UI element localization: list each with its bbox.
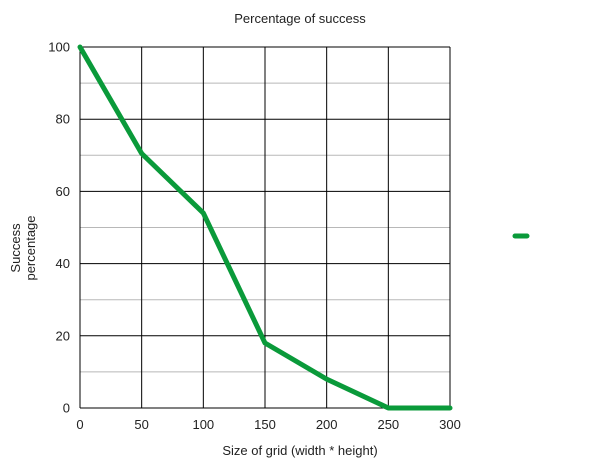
x-axis-tick-labels: 0 50 100 150 200 250 300 xyxy=(76,417,460,432)
x-tick-label: 200 xyxy=(316,417,338,432)
series-line xyxy=(77,44,453,411)
y-axis-label-line-1: Success xyxy=(8,223,23,273)
x-tick-label: 100 xyxy=(192,417,214,432)
y-tick-label: 40 xyxy=(56,256,70,271)
x-tick-label: 50 xyxy=(134,417,148,432)
y-tick-label: 100 xyxy=(48,40,70,55)
y-axis-label-line-2: percentage xyxy=(23,215,38,280)
y-axis-tick-labels: 0 20 40 60 80 100 xyxy=(48,40,70,416)
x-tick-label: 150 xyxy=(254,417,276,432)
y-tick-label: 60 xyxy=(56,184,70,199)
y-tick-label: 80 xyxy=(56,112,70,127)
y-tick-label: 20 xyxy=(56,328,70,343)
y-tick-label: 0 xyxy=(63,401,70,416)
x-tick-label: 250 xyxy=(377,417,399,432)
series-layer xyxy=(77,44,453,411)
x-axis-label: Size of grid (width * height) xyxy=(222,443,377,458)
major-gridlines xyxy=(79,46,451,409)
x-tick-label: 0 xyxy=(76,417,83,432)
chart-title: Percentage of success xyxy=(234,11,366,26)
y-axis-label: Success percentage xyxy=(8,215,38,280)
x-tick-label: 300 xyxy=(439,417,461,432)
